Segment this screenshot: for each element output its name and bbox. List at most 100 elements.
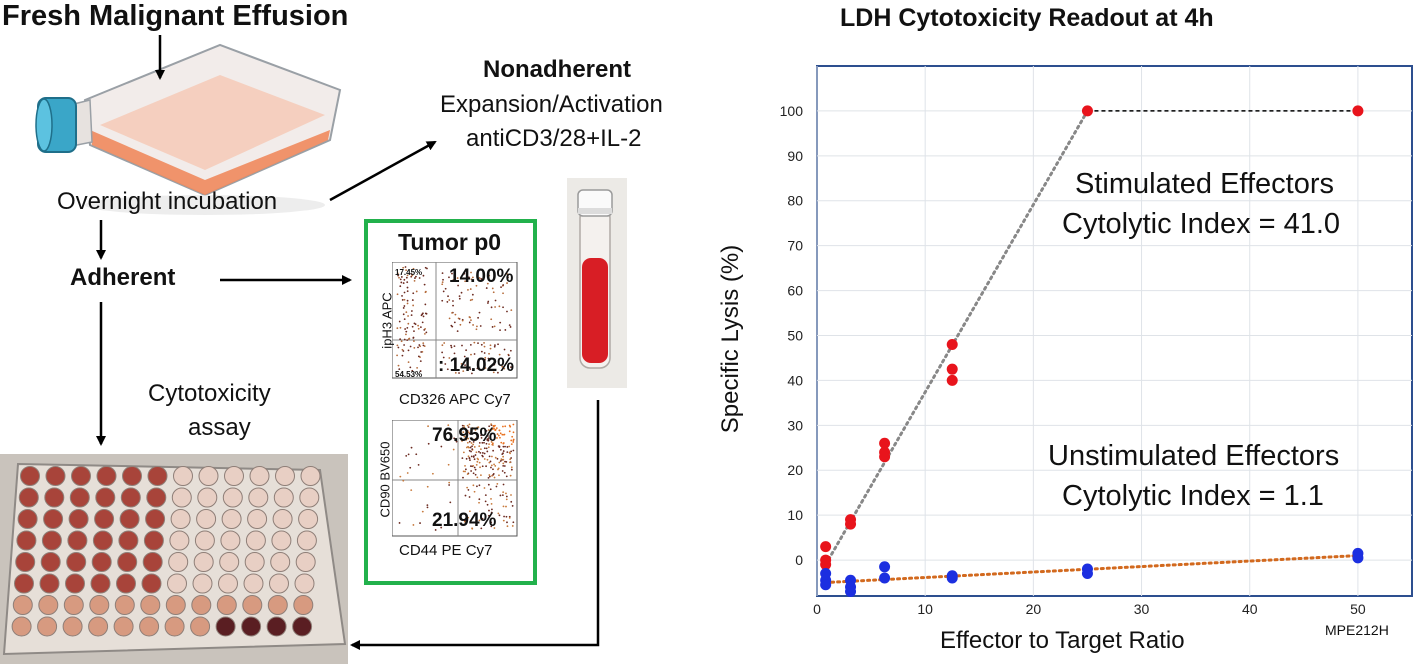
flow-dot [511,525,514,527]
flow-dot [502,519,505,522]
flow-dot [498,353,501,356]
flow-dot [473,466,476,469]
flow-dot [403,344,406,346]
plate-well [43,509,64,529]
flow-dot [497,371,499,374]
plate-well [120,487,141,508]
flow-dot [400,340,403,343]
flow-dot [474,468,477,471]
flow-dot [488,455,491,458]
flow-dot [502,425,504,428]
flow-dot [454,313,457,316]
unstimulated-point [946,572,958,584]
flow-dot [417,346,419,349]
flow-dot [502,464,505,467]
plate-well [193,552,214,572]
plate-well [15,552,36,572]
flow-dot [446,301,449,303]
flow-dot [397,364,400,367]
flow-dot [477,426,480,429]
plate-well [192,573,213,594]
flow-dot [467,516,470,519]
y-tick-label: 100 [780,103,804,119]
flow-dot [500,286,502,289]
flow-dot [512,431,515,434]
flow-dot [406,339,409,342]
flow-dot [448,317,451,320]
flow-dot [487,429,490,431]
flow-dot [510,494,512,496]
flow-dot [481,452,484,454]
flow-dot [492,444,494,446]
flow-dot [405,330,408,333]
flow-dot [475,463,478,466]
flow-dot [484,367,487,369]
flow-dot [510,439,513,442]
flow-dot [490,498,492,500]
flow-dot [405,276,408,279]
flow-dot [479,451,482,454]
flow-dot [473,341,476,344]
flow-dot [478,450,480,453]
plate-well [190,616,211,637]
plate-well [248,487,269,508]
flow-dot [490,433,493,435]
plate-well [221,509,242,529]
unstimulated-point [1352,552,1364,564]
flow-dot [505,475,508,478]
flow-dot [491,508,493,511]
chart-xlabel: Effector to Target Ratio [940,627,1185,654]
flow-dot [444,363,447,365]
flow-dot [480,343,483,346]
flow-dot [417,324,420,327]
flow-dot [447,463,450,466]
plate-well [247,509,268,529]
flow-dot [496,457,499,460]
x-tick-label: 10 [917,601,933,617]
flow-dot [506,273,509,275]
flow-dot [401,354,404,357]
flow-dot [412,524,415,526]
flow-dot [510,366,512,368]
flow-dot [448,357,451,359]
flow-dot [497,434,500,437]
flow-dot [473,353,476,355]
flow-dot [465,431,468,434]
flow-dot [494,299,497,302]
flow-dot [499,321,502,324]
flow-dot [458,295,461,298]
flow-dot [463,435,466,438]
plate-well [119,509,140,529]
flow-dot [512,423,515,426]
plate-well [275,466,295,486]
flow-dot [506,446,509,448]
flow-dot [407,322,410,325]
flow-dot [406,274,409,277]
flow-dot [457,284,459,287]
flow-dot [462,427,464,429]
flow-dot [471,527,473,530]
flow-dot [487,483,490,486]
tumor-panel [364,219,537,585]
plate-well [292,616,313,637]
plate-well [171,487,192,508]
flow-dot [410,489,413,492]
flow-dot [468,446,470,449]
flow-dot [505,492,507,495]
flow-dot [465,519,468,521]
flow-dot [488,474,491,476]
plate-well [249,466,270,486]
flow-dot [501,365,504,368]
flow-dot [462,451,465,454]
flow-dot [488,352,490,355]
plate-well [219,552,240,572]
flow-dot [499,448,502,451]
flow-dot [466,429,469,432]
flow-dot [506,276,509,279]
flow-dot [404,328,407,330]
flow-dot [443,342,446,344]
plate-well [37,616,58,637]
flow-dot [471,293,474,296]
flow-dot [477,342,479,345]
flow-dot [474,437,477,440]
